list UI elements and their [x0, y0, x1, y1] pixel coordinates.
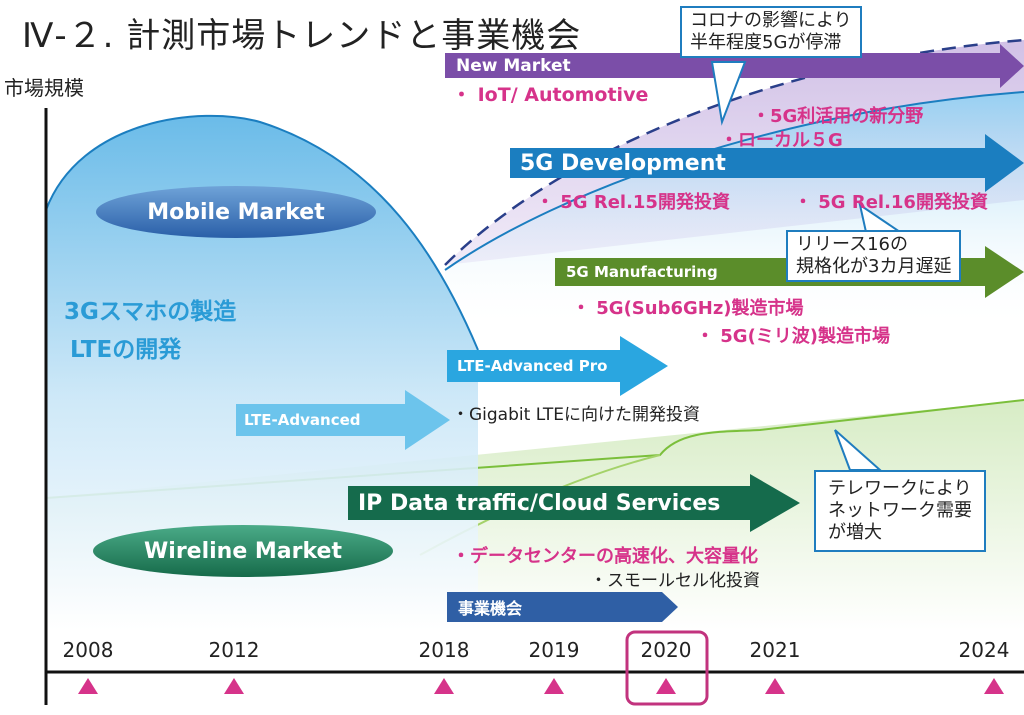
iot-label: ・ IoT/ Automotive: [452, 84, 649, 106]
telework-callout-line2: ネットワーク需要: [828, 500, 972, 521]
year-marker-triangle: [765, 678, 785, 694]
year-label-highlighted: 2020: [640, 638, 692, 662]
highlight-2020-box: [625, 630, 709, 706]
year-label: 2024: [958, 638, 1010, 662]
wireline-market-label: Wireline Market: [144, 538, 342, 564]
5g-manufacturing-arrow-label: 5G Manufacturing: [566, 263, 718, 281]
business-opportunity-label: 事業機会: [458, 599, 523, 618]
business-arrow-shape: [447, 592, 678, 622]
small-cell-label: ・スモールセル化投資: [590, 571, 760, 591]
y-axis-label: 市場規模: [4, 76, 84, 100]
rel15-label: ・ 5G Rel.15開発投資: [536, 192, 730, 213]
lte-advanced-pro-arrow-label: LTE-Advanced Pro: [457, 357, 608, 375]
corona-callout-line2: 半年程度5Gが停滞: [690, 32, 842, 53]
rel16-label: ・ 5G Rel.16開発投資: [794, 192, 988, 213]
new-market-arrow-label: New Market: [456, 55, 571, 76]
local5g-label: ・ローカル５G: [720, 130, 843, 151]
year-marker-triangle: [656, 678, 676, 694]
mobile-market-pill-shape: [96, 186, 376, 238]
release-callout-line1: リリース16の: [796, 234, 909, 255]
year-marker-triangle: [224, 678, 244, 694]
gigabit-label: ・Gigabit LTEに向けた開発投資: [452, 405, 700, 425]
5g-development-arrow-shape: [510, 134, 1024, 192]
page-title: Ⅳ-２. 計測市場トレンドと事業機会: [22, 16, 582, 56]
year-marker-triangle: [434, 678, 454, 694]
wireline-market-pill-shape: [93, 525, 393, 577]
wireline-curve: [45, 399, 1024, 499]
year-marker-triangle: [984, 678, 1004, 694]
telework-callout-line1: テレワークにより: [828, 478, 972, 499]
mobile-market-label: Mobile Market: [147, 199, 325, 225]
telework-callout: テレワークにより ネットワーク需要 が増大: [814, 470, 986, 552]
datacenter-label: ・データセンターの高速化、大容量化: [452, 546, 758, 567]
corona-callout-tail: [710, 61, 747, 126]
release-callout: リリース16の 規格化が3カ月遅延: [786, 230, 962, 282]
release-callout-line2: 規格化が3カ月遅延: [796, 256, 952, 277]
new-market-dashed-curve: [444, 38, 1024, 266]
year-marker-triangle: [78, 678, 98, 694]
lte-advanced-arrow-shape: [236, 390, 450, 450]
year-marker-triangle: [544, 678, 564, 694]
mobile-item-3g: 3Gスマホの製造: [64, 299, 237, 325]
telework-callout-line3: が増大: [828, 522, 882, 543]
mmwave-label: ・ 5G(ミリ波)製造市場: [696, 326, 891, 347]
year-label: 2019: [528, 638, 580, 662]
new-field-label: ・5G利活用の新分野: [752, 106, 924, 127]
lte-advanced-arrow-label: LTE-Advanced: [244, 411, 361, 429]
year-label: 2008: [62, 638, 114, 662]
ip-data-arrow-label: IP Data traffic/Cloud Services: [358, 490, 721, 516]
lte-advanced-pro-arrow-shape: [447, 336, 668, 396]
5g-development-arrow-label: 5G Development: [520, 150, 726, 176]
corona-callout-line1: コロナの影響により: [690, 10, 852, 31]
corona-callout: コロナの影響により 半年程度5Gが停滞: [680, 6, 862, 58]
year-label: 2021: [749, 638, 801, 662]
year-label: 2018: [418, 638, 470, 662]
ip-data-arrow-shape: [348, 474, 800, 532]
sub6-label: ・ 5G(Sub6GHz)製造市場: [572, 298, 804, 319]
mobile-item-lte: LTEの開発: [70, 337, 182, 363]
mobile-dome-outline: [45, 114, 479, 351]
year-label: 2012: [208, 638, 260, 662]
